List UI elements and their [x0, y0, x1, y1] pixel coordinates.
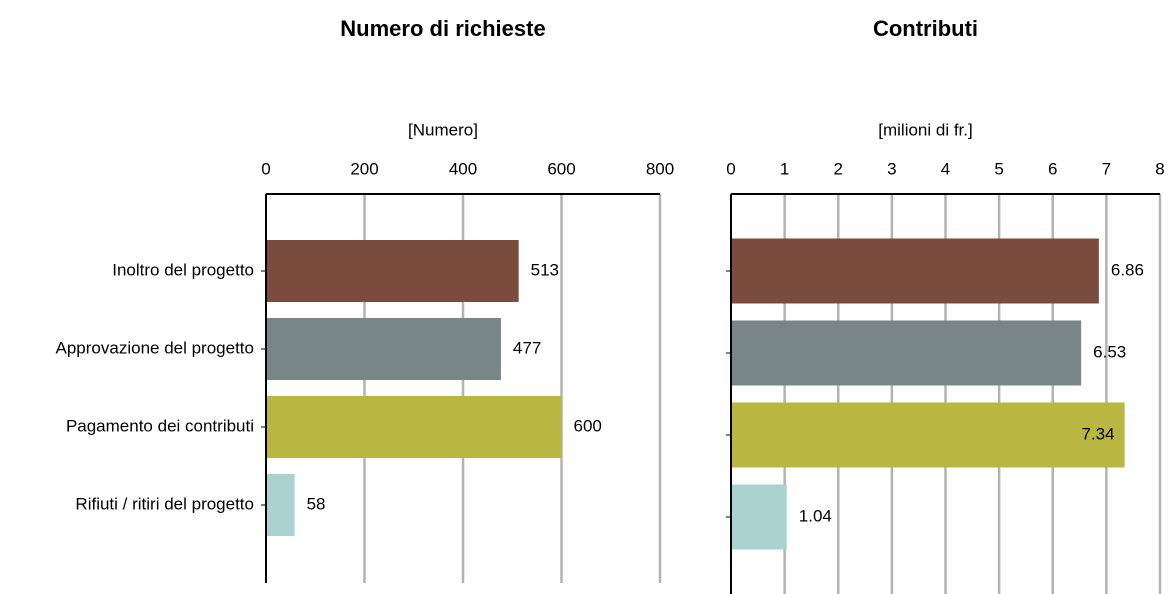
bar	[731, 484, 787, 550]
category-label: Approvazione del progetto	[56, 338, 254, 357]
x-tick-label: 600	[547, 159, 575, 178]
value-label: 6.53	[1093, 342, 1126, 361]
category-label: Rifiuti / ritiri del progetto	[75, 494, 254, 513]
category-label: Pagamento dei contributi	[66, 416, 254, 435]
value-label: 58	[307, 494, 326, 513]
x-tick-label: 2	[834, 159, 843, 178]
value-label: 513	[531, 260, 559, 279]
axis-label: [Numero]	[408, 120, 478, 139]
bar	[266, 474, 295, 536]
x-tick-label: 7	[1102, 159, 1111, 178]
x-tick-label: 6	[1048, 159, 1057, 178]
x-tick-label: 5	[994, 159, 1003, 178]
x-tick-label: 1	[780, 159, 789, 178]
x-tick-label: 800	[646, 159, 674, 178]
value-label: 6.86	[1111, 260, 1144, 279]
x-tick-label: 4	[941, 159, 950, 178]
chart-title: Numero di richieste	[340, 16, 545, 41]
axis-label: [milioni di fr.]	[878, 120, 972, 139]
x-tick-label: 200	[350, 159, 378, 178]
bar	[266, 240, 519, 302]
bar	[266, 396, 562, 458]
bar	[266, 318, 501, 380]
bar	[731, 320, 1082, 386]
value-label: 477	[513, 338, 541, 357]
bar	[731, 402, 1125, 468]
chart-title: Contributi	[873, 16, 978, 41]
value-label: 1.04	[799, 506, 832, 525]
x-tick-label: 400	[449, 159, 477, 178]
bar	[731, 238, 1099, 304]
x-tick-label: 0	[261, 159, 270, 178]
x-tick-label: 8	[1155, 159, 1164, 178]
x-tick-label: 0	[726, 159, 735, 178]
value-label: 7.34	[1082, 424, 1115, 443]
category-label: Inoltro del progetto	[112, 260, 254, 279]
x-tick-label: 3	[887, 159, 896, 178]
value-label: 600	[574, 416, 602, 435]
